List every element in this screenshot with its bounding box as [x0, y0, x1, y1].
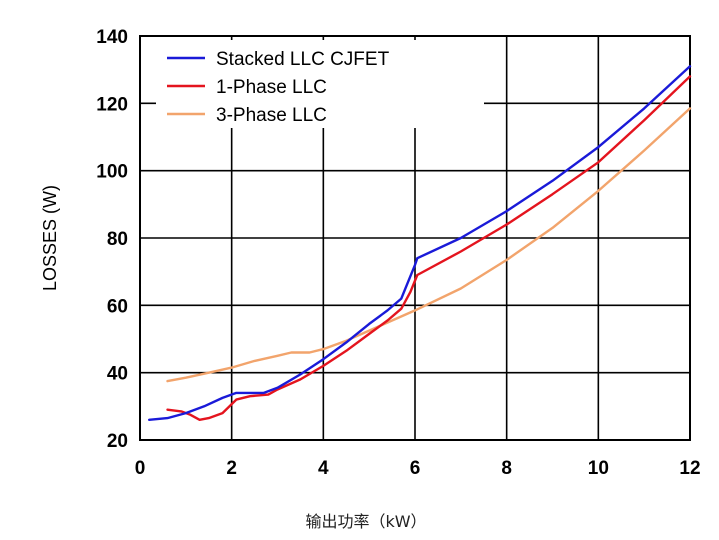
- x-tick-label: 6: [410, 458, 421, 479]
- plot-frame: [139, 35, 691, 441]
- x-axis-label: 输出功率（kW）: [305, 512, 426, 531]
- y-tick-label: 40: [107, 364, 128, 385]
- tick-labels: 0 2 4 6 8 10 12 20 40 60 80 100 120 140: [96, 27, 700, 479]
- y-tick-label: 80: [107, 229, 128, 250]
- y-tick-label: 140: [96, 27, 128, 48]
- legend: Stacked LLC CJFET 1-Phase LLC 3-Phase LLC: [156, 40, 484, 128]
- legend-label: Stacked LLC CJFET: [216, 49, 390, 70]
- y-tick-label: 60: [107, 296, 128, 317]
- series-line-stacked-llc-cjfet: [147, 65, 692, 421]
- y-tick-label: 100: [96, 162, 128, 183]
- x-tick-label: 8: [501, 458, 512, 479]
- x-tick-label: 10: [588, 458, 609, 479]
- series-line-3-phase-llc: [166, 107, 692, 383]
- series-layer: [147, 65, 692, 421]
- legend-box: [156, 40, 484, 128]
- legend-label: 3-Phase LLC: [216, 105, 327, 126]
- y-axis-label: LOSSES (W): [40, 185, 60, 291]
- y-tick-label: 20: [107, 431, 128, 452]
- y-tick-label: 120: [96, 94, 128, 115]
- series-line-1-phase-llc: [166, 75, 692, 421]
- x-tick-label: 0: [135, 458, 146, 479]
- x-tick-label: 4: [318, 458, 329, 479]
- x-tick-label: 12: [679, 458, 700, 479]
- x-tick-label: 2: [226, 458, 237, 479]
- legend-label: 1-Phase LLC: [216, 77, 327, 98]
